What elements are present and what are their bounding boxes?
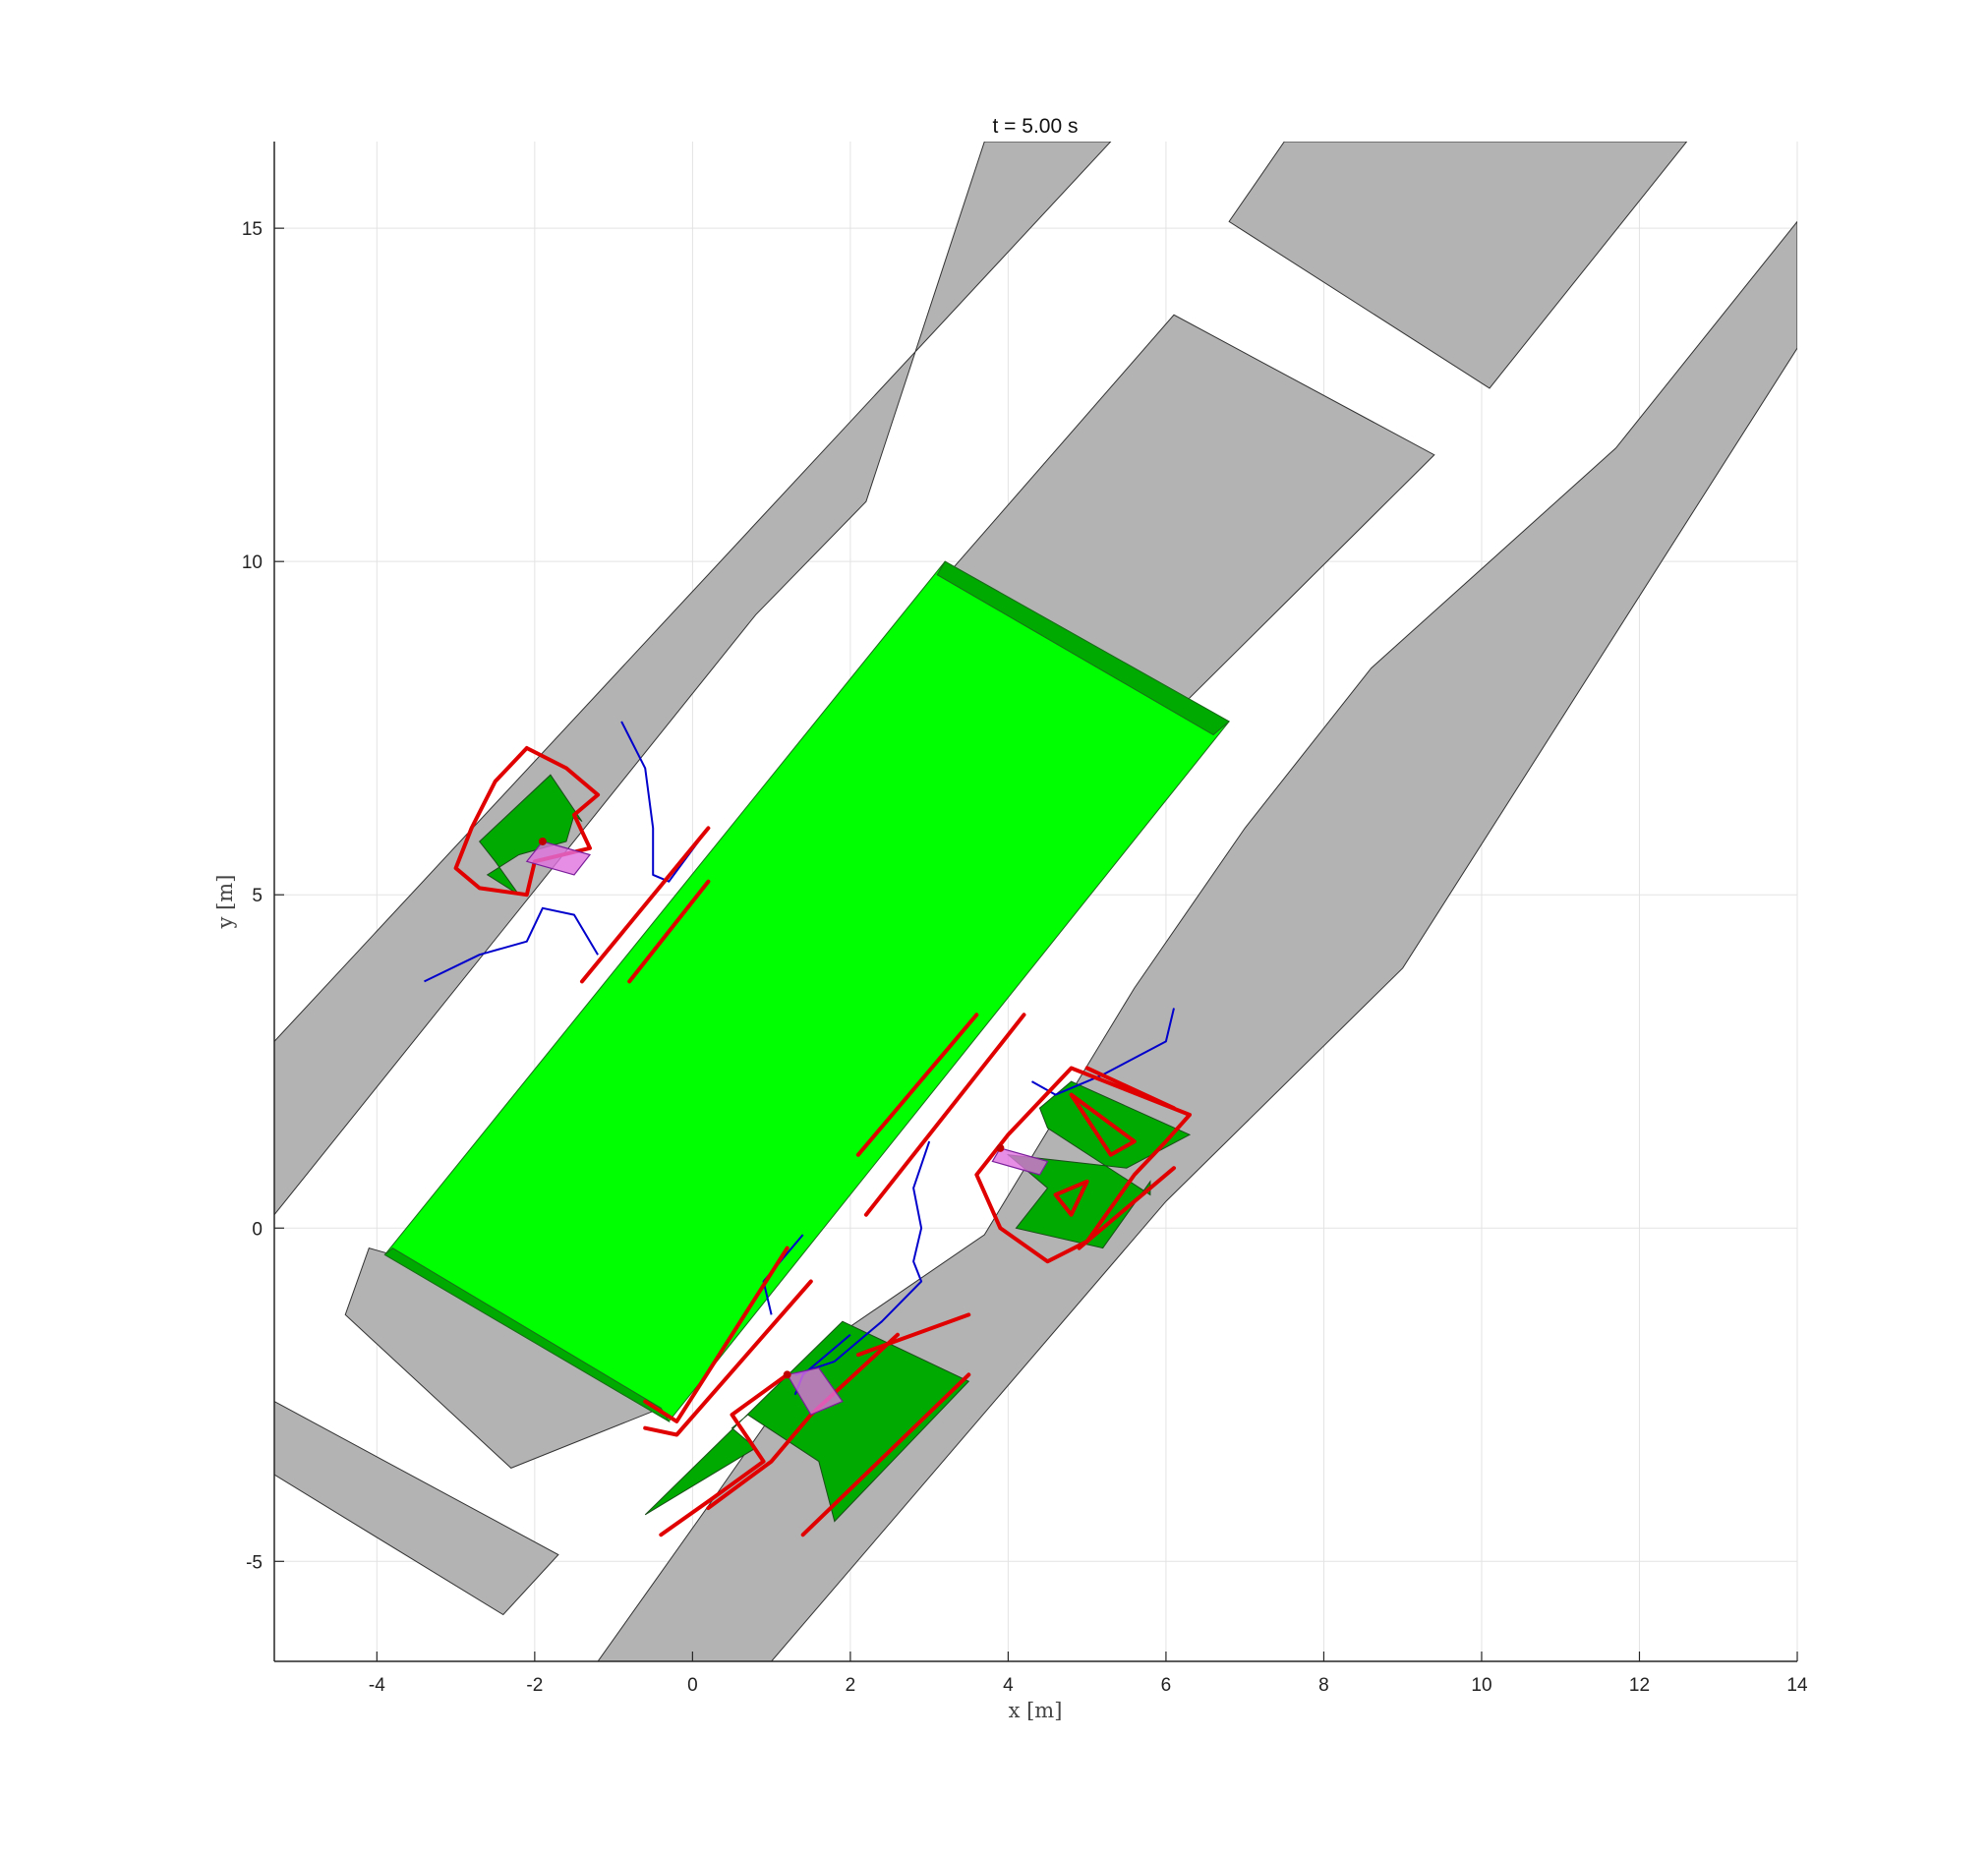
field-edge-0	[936, 560, 1230, 736]
contour-12	[855, 1013, 979, 1157]
zone-1	[1006, 1080, 1192, 1249]
ticks: -4 -2 0 2 4 6 8 10 12 14 -5 0 5 10 15	[242, 219, 1808, 1696]
contour-7	[800, 1372, 971, 1537]
y-tick-label-4: 15	[242, 219, 263, 240]
vehicle-0	[525, 841, 592, 876]
x-tick-label-6: 8	[1318, 1675, 1329, 1696]
y-tick-label-0: -5	[246, 1552, 263, 1573]
chart-title: t = 5.00 s	[993, 115, 1079, 138]
y-axis-label: y [m]	[213, 875, 237, 930]
vehicles	[525, 837, 1049, 1416]
x-axis-label: x [m]	[1009, 1699, 1063, 1722]
trajectory-1	[424, 906, 599, 983]
contour-1	[974, 1066, 1192, 1264]
x-tick-label-7: 10	[1471, 1675, 1491, 1696]
x-tick-label-2: 0	[687, 1675, 698, 1696]
trajectory-0	[620, 721, 710, 883]
contour-10	[643, 1246, 789, 1423]
x-tick-label-8: 12	[1629, 1675, 1650, 1696]
contour-3	[1053, 1179, 1089, 1217]
contour-0	[453, 746, 601, 898]
contour-14	[1084, 1066, 1176, 1111]
x-tick-label-3: 2	[846, 1675, 856, 1696]
y-tick-label-1: 0	[252, 1219, 263, 1240]
buildings	[274, 142, 1797, 1661]
vehicle-2	[786, 1366, 844, 1416]
trajectory-5	[762, 1234, 804, 1315]
contour-9	[627, 879, 711, 984]
contour-13	[863, 1013, 1026, 1217]
field-edge-1	[383, 1247, 671, 1423]
contours	[453, 746, 1192, 1537]
building-0	[274, 142, 1112, 1216]
contour-11	[643, 1279, 813, 1437]
x-tick-label-4: 4	[1003, 1675, 1014, 1696]
building-4	[274, 1401, 559, 1616]
contour-4	[659, 1372, 789, 1537]
x-tick-label-9: 14	[1786, 1675, 1808, 1696]
x-tick-label-1: -2	[526, 1675, 543, 1696]
contour-6	[855, 1312, 971, 1358]
axes	[273, 142, 1797, 1662]
contour-15	[1077, 1166, 1176, 1250]
x-tick-label-0: -4	[369, 1675, 385, 1696]
building-1	[1228, 142, 1688, 389]
y-tick-label-2: 5	[252, 886, 263, 906]
contour-5	[706, 1332, 900, 1510]
vehicle-marker-2	[783, 1370, 791, 1379]
contour-8	[580, 826, 711, 984]
y-tick-label-3: 10	[242, 552, 263, 573]
contour-2	[1069, 1092, 1137, 1157]
vehicle-marker-1	[996, 1143, 1005, 1152]
x-tick-label-5: 6	[1161, 1675, 1172, 1696]
vehicle-marker-0	[538, 837, 547, 845]
field	[383, 560, 1230, 1423]
trajectory-3	[794, 1140, 931, 1376]
vehicle-1	[991, 1147, 1049, 1176]
